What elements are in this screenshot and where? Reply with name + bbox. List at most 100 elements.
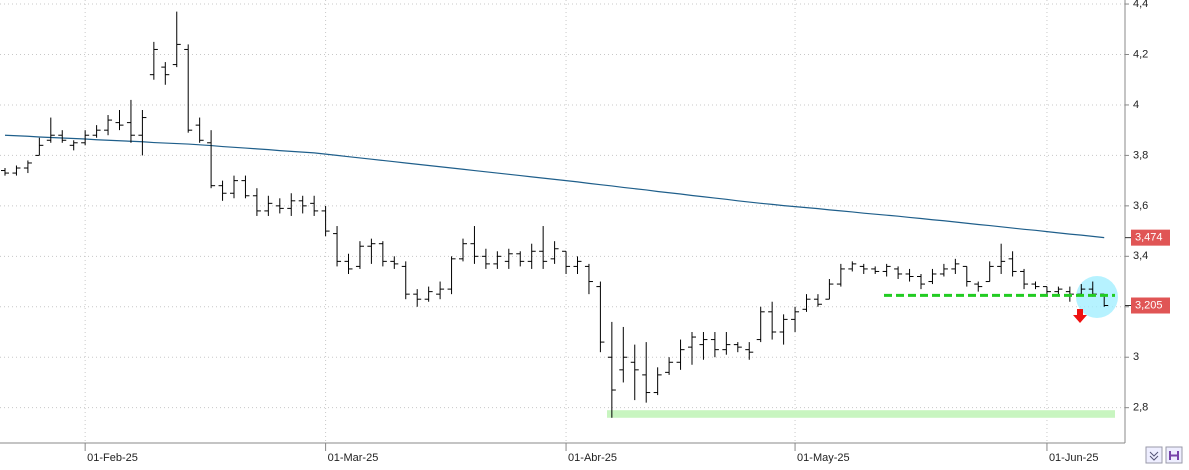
- scroll-button[interactable]: [1145, 446, 1163, 464]
- ohlc-bar: [1, 168, 9, 176]
- ohlc-bar: [424, 286, 433, 302]
- ohlc-bar: [264, 195, 273, 216]
- ohlc-bar: [951, 258, 960, 274]
- support-band: [607, 410, 1115, 418]
- ohlc-bar: [928, 268, 937, 285]
- x-tick-label: 01-Jun-25: [1049, 452, 1099, 464]
- ohlc-bar: [218, 180, 227, 201]
- ohlc-bar: [985, 261, 994, 283]
- ohlc-bar: [172, 11, 181, 68]
- ohlc-bar: [676, 339, 685, 370]
- ohlc-bar: [481, 248, 490, 269]
- ohlc-bar: [710, 331, 719, 358]
- ohlc-bar: [149, 41, 158, 80]
- ohlc-bar: [344, 253, 353, 274]
- ohlc-bar: [882, 263, 891, 277]
- ohlc-bar: [12, 165, 21, 176]
- y-tick-label: 2,8: [1133, 402, 1148, 414]
- ohlc-bar: [298, 195, 307, 214]
- ohlc-bar: [962, 265, 971, 287]
- ohlc-bar: [733, 342, 742, 353]
- x-tick-label: 01-May-25: [797, 452, 850, 464]
- ohlc-bar: [470, 226, 479, 264]
- ohlc-bar: [447, 256, 456, 295]
- y-tick-label: 3: [1133, 351, 1139, 363]
- ohlc-bar: [642, 342, 651, 403]
- down-arrow: [1073, 309, 1087, 323]
- ohlc-bar: [745, 342, 754, 360]
- ohlc-bar: [355, 241, 364, 269]
- ohlc-bar: [768, 301, 777, 340]
- y-tick-label: 3,6: [1133, 200, 1148, 212]
- ohlc-bar: [584, 263, 593, 295]
- ohlc-bar: [126, 99, 135, 143]
- home-icon: [1169, 451, 1179, 460]
- ohlc-bar: [81, 130, 90, 146]
- moving-average-line: [4, 134, 1105, 239]
- ohlc-bar: [275, 198, 284, 214]
- ohlc-bar: [459, 238, 467, 262]
- price-label: 3,205: [1135, 299, 1163, 311]
- ohlc-bar: [161, 62, 170, 85]
- ohlc-bar: [92, 125, 101, 138]
- y-tick-label: 4: [1133, 99, 1139, 111]
- ohlc-bar: [1054, 286, 1063, 295]
- ohlc-bar: [607, 321, 616, 418]
- ohlc-bar: [390, 256, 399, 269]
- ohlc-bar: [1031, 281, 1040, 290]
- price-label-box: [1131, 229, 1170, 246]
- ohlc-bar: [321, 205, 330, 237]
- ohlc-bar: [104, 115, 113, 136]
- ohlc-bar: [917, 273, 925, 290]
- ohlc-bar: [756, 306, 765, 343]
- ohlc-bar: [436, 281, 445, 300]
- ohlc-bar: [905, 268, 914, 282]
- ohlc-bar: [252, 188, 261, 216]
- ohlc-bar: [195, 117, 204, 143]
- ohlc-bar: [722, 331, 731, 355]
- y-tick-label: 4,4: [1133, 0, 1148, 10]
- ohlc-bar: [413, 289, 422, 307]
- scroll-icon: [1149, 451, 1159, 461]
- ohlc-bar: [310, 195, 319, 216]
- ohlc-bar: [997, 243, 1006, 274]
- ohlc-bar: [562, 250, 571, 274]
- ohlc-bar: [241, 175, 250, 199]
- ohlc-bar: [871, 266, 880, 274]
- ohlc-bar: [894, 266, 903, 280]
- ohlc-bar: [630, 344, 639, 401]
- ohlc-bar: [596, 281, 605, 353]
- ohlc-bar: [825, 279, 834, 300]
- ohlc-bar: [287, 193, 296, 216]
- ohlc-bar: [46, 117, 55, 143]
- y-tick-label: 3,8: [1133, 149, 1148, 161]
- ohlc-bar: [493, 251, 502, 269]
- ohlc-bar: [207, 130, 216, 189]
- price-label-box: [1131, 297, 1170, 314]
- ohlc-bar: [367, 238, 376, 264]
- x-tick-label: 01-Mar-25: [328, 452, 379, 464]
- ohlc-bar: [802, 294, 811, 312]
- ohlc-bar: [836, 263, 845, 287]
- ohlc-bar: [378, 241, 387, 267]
- ohlc-bar: [333, 226, 342, 267]
- ohlc-bar: [550, 241, 559, 264]
- ohlc-bar: [573, 256, 582, 274]
- ohlc-bar: [69, 140, 78, 151]
- ohlc-bar: [974, 281, 983, 292]
- ohlc-bar: [859, 263, 868, 274]
- ohlc-bar: [699, 331, 708, 360]
- ohlc-bar: [230, 175, 238, 199]
- x-tick-label: 01-Feb-25: [87, 452, 138, 464]
- ohlc-bar: [138, 109, 147, 156]
- ohlc-bar: [516, 251, 525, 267]
- ohlc-bar: [115, 109, 124, 131]
- toolbar: [1145, 446, 1183, 464]
- ohlc-bar: [539, 226, 548, 269]
- ohlc-bar: [23, 160, 32, 174]
- ohlc-bar: [35, 137, 44, 156]
- y-tick-label: 3,4: [1133, 250, 1148, 262]
- ohlc-bar: [504, 248, 513, 269]
